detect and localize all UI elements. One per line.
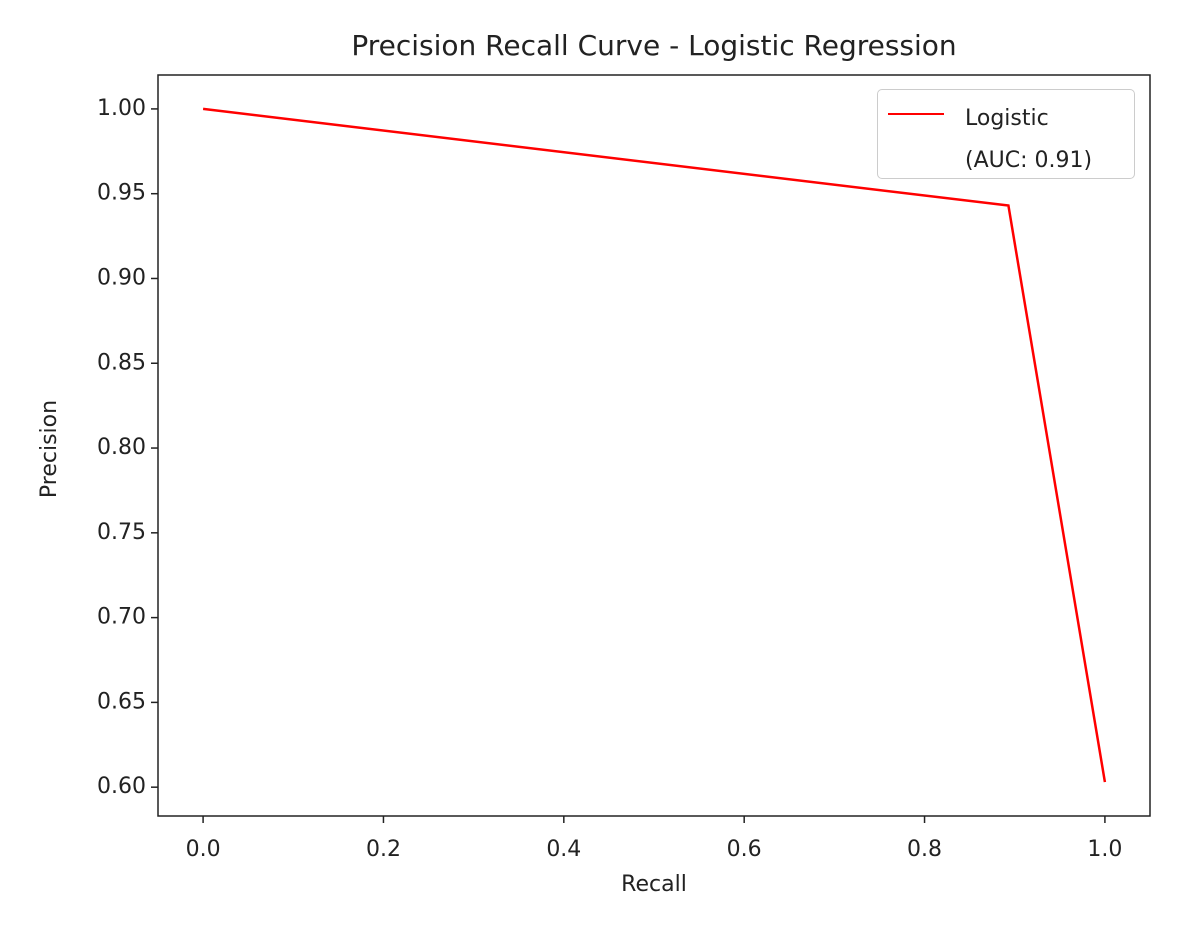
x-tick-label: 0.6 xyxy=(727,837,762,862)
x-axis-label: Recall xyxy=(621,872,687,897)
y-tick-label: 0.80 xyxy=(97,435,146,460)
y-axis-label: Precision xyxy=(37,400,62,498)
legend-label: Logistic (AUC: 0.91) xyxy=(965,106,1093,173)
x-tick-label: 0.8 xyxy=(907,837,942,862)
y-tick-label: 1.00 xyxy=(97,96,146,121)
y-tick-label: 0.65 xyxy=(97,689,146,714)
legend: Logistic (AUC: 0.91) xyxy=(877,89,1135,179)
x-tick-label: 0.2 xyxy=(366,837,401,862)
y-tick-label: 0.90 xyxy=(97,265,146,290)
y-tick-label: 0.70 xyxy=(97,605,146,630)
x-tick-label: 0.4 xyxy=(546,837,581,862)
line-series xyxy=(202,107,1107,783)
x-tick-label: 0.0 xyxy=(186,837,221,862)
chart-title: Precision Recall Curve - Logistic Regres… xyxy=(351,29,956,62)
y-tick-label: 0.95 xyxy=(97,181,146,206)
legend-swatch xyxy=(888,113,944,115)
y-tick-label: 0.75 xyxy=(97,520,146,545)
x-tick-label: 1.0 xyxy=(1087,837,1122,862)
plot-frame xyxy=(157,74,1151,817)
y-tick-label: 0.85 xyxy=(97,350,146,375)
y-tick-label: 0.60 xyxy=(97,774,146,799)
